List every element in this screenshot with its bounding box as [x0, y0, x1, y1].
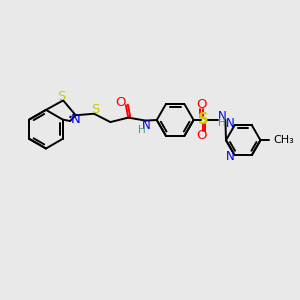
Text: N: N: [226, 117, 235, 130]
Text: H: H: [218, 118, 226, 128]
Text: N: N: [70, 113, 80, 126]
Text: S: S: [58, 90, 66, 103]
Text: O: O: [116, 96, 126, 109]
Text: N: N: [226, 150, 235, 163]
Text: CH₃: CH₃: [273, 135, 294, 145]
Text: O: O: [196, 129, 206, 142]
Text: S: S: [91, 103, 99, 116]
Text: H: H: [138, 125, 146, 135]
Text: N: N: [142, 119, 151, 132]
Text: S: S: [198, 112, 208, 128]
Text: N: N: [218, 110, 226, 123]
Text: O: O: [196, 98, 206, 111]
